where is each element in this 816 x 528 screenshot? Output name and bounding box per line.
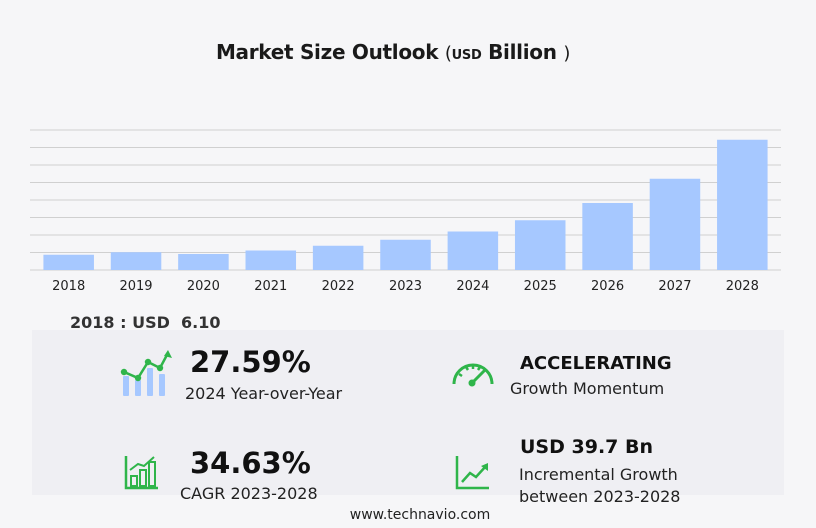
bar-2023 — [380, 239, 431, 270]
bar-2020 — [178, 254, 229, 270]
incremental-label-line1: Incremental Growth — [519, 465, 678, 484]
bar-2022 — [312, 245, 364, 270]
momentum-label: Growth Momentum — [510, 379, 665, 398]
bar-2019 — [110, 252, 162, 270]
bar-2018 — [43, 254, 94, 270]
x-tick-label-2027: 2027 — [658, 279, 691, 294]
unit-close-paren: ) — [563, 43, 571, 64]
cagr-label: CAGR 2023-2028 — [180, 484, 318, 503]
bar-2025 — [514, 220, 566, 270]
yoy-value: 27.59% — [190, 345, 311, 379]
base-year-label: 2018 : USD — [70, 313, 170, 332]
momentum-value: ACCELERATING — [520, 353, 672, 374]
x-tick-label-2023: 2023 — [389, 279, 422, 294]
incremental-label-line2: between 2023-2028 — [519, 487, 681, 506]
stats-panel — [32, 330, 784, 495]
chart-title: Market Size Outlook (USD Billion ) — [0, 40, 786, 64]
chart-title-text: Market Size Outlook — [215, 40, 439, 64]
x-tick-label-2019: 2019 — [119, 279, 152, 294]
bar-chart-up-icon — [124, 456, 158, 490]
bar-chart: 2018 2019 2020 2021 2022 2023 2024 2025 2026 2027… — [30, 129, 781, 294]
cagr-value: 34.63% — [190, 446, 311, 480]
trend-line-icon — [455, 456, 489, 490]
bar-2027 — [649, 178, 701, 270]
x-tick-label-2018: 2018 — [52, 279, 85, 294]
speedometer-icon — [452, 363, 494, 387]
x-tick-label-2028: 2028 — [726, 279, 759, 294]
x-tick-label-2026: 2026 — [591, 279, 624, 294]
footer-site-url: www.technavio.com — [349, 507, 491, 523]
x-tick-label-2021: 2021 — [254, 279, 287, 294]
growth-dots-chart-icon — [120, 350, 172, 396]
base-year-value: 2018 : USD 6.10 — [70, 313, 221, 332]
bar-2021 — [245, 250, 297, 270]
x-tick-label-2020: 2020 — [187, 279, 220, 294]
incremental-value: USD 39.7 Bn — [520, 436, 653, 458]
x-tick-label-2025: 2025 — [524, 279, 557, 294]
base-year-number: 6.10 — [181, 313, 221, 332]
bar-2024 — [447, 231, 499, 270]
x-tick-label-2022: 2022 — [322, 279, 355, 294]
unit-open-paren: ( — [444, 43, 452, 64]
x-tick-label-2024: 2024 — [456, 279, 489, 294]
yoy-label: 2024 Year-over-Year — [185, 384, 343, 403]
unit-currency: USD — [451, 48, 482, 63]
bar-2026 — [582, 203, 633, 270]
unit-magnitude: Billion — [488, 40, 557, 64]
bar-2028 — [717, 139, 768, 270]
